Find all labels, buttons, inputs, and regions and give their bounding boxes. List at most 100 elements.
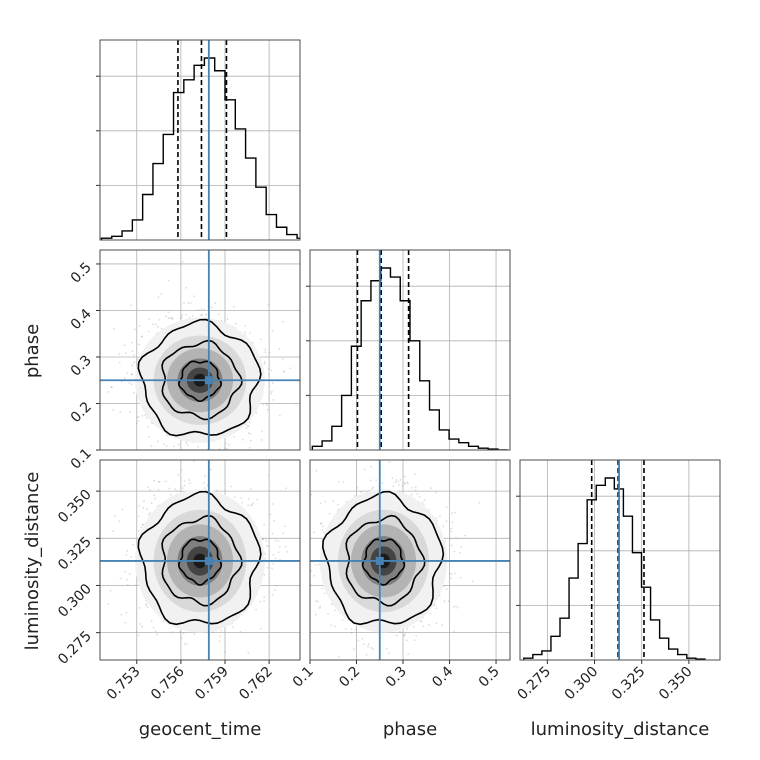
- sample-point: [118, 520, 121, 523]
- panel-border: [99, 249, 301, 451]
- sample-point: [164, 480, 167, 483]
- sample-point: [142, 507, 145, 509]
- sample-point: [452, 605, 455, 608]
- sample-point: [158, 481, 161, 483]
- sample-point: [271, 390, 273, 393]
- sample-point: [204, 487, 206, 490]
- panel-border: [99, 39, 301, 241]
- sample-point: [275, 584, 277, 587]
- sample-point: [185, 286, 187, 289]
- sample-point: [274, 539, 277, 542]
- sample-point: [323, 531, 325, 534]
- sample-point: [216, 489, 218, 492]
- sample-point: [341, 618, 344, 621]
- sample-point: [179, 317, 182, 320]
- sample-point: [435, 622, 438, 625]
- sample-point: [168, 487, 171, 490]
- sample-point: [163, 443, 166, 446]
- sample-point: [167, 279, 170, 282]
- sample-point: [327, 612, 330, 615]
- sample-point: [289, 367, 292, 370]
- sample-point: [430, 487, 432, 490]
- sample-point: [350, 632, 353, 634]
- sample-point: [324, 500, 326, 503]
- sample-point: [262, 403, 265, 406]
- sample-point: [255, 608, 257, 611]
- sample-point: [281, 320, 284, 323]
- sample-point: [132, 354, 135, 357]
- panel-border: [519, 459, 721, 661]
- sample-point: [226, 447, 229, 450]
- sample-point: [450, 573, 453, 576]
- sample-point: [153, 479, 155, 482]
- sample-point: [445, 588, 448, 591]
- sample-point: [160, 293, 163, 295]
- sample-point: [365, 654, 368, 656]
- sample-point: [395, 479, 398, 481]
- sample-point: [180, 637, 183, 640]
- sample-point: [149, 489, 152, 491]
- xlabel-phase: phase: [383, 719, 437, 740]
- sample-point: [397, 480, 400, 483]
- sample-point: [321, 528, 324, 531]
- sample-point: [354, 628, 357, 631]
- sample-point: [182, 632, 185, 635]
- sample-point: [233, 435, 235, 438]
- sample-point: [158, 318, 161, 321]
- sample-point: [403, 475, 406, 478]
- sample-point: [454, 511, 457, 514]
- sample-point: [333, 609, 336, 612]
- sample-point: [148, 435, 150, 438]
- sample-point: [150, 445, 153, 448]
- sample-point: [137, 416, 140, 419]
- sample-point: [251, 503, 254, 506]
- sample-point: [357, 639, 360, 642]
- sample-point: [157, 440, 159, 443]
- sample-point: [174, 488, 177, 490]
- sample-point: [272, 399, 275, 401]
- sample-point: [284, 525, 286, 528]
- sample-point: [278, 546, 281, 548]
- sample-point: [264, 348, 267, 351]
- sample-point: [464, 534, 466, 537]
- sample-point: [363, 468, 366, 471]
- sample-point: [131, 350, 134, 353]
- sample-point: [119, 577, 122, 580]
- sample-point: [410, 493, 413, 496]
- sample-point: [185, 313, 187, 316]
- sample-point: [266, 408, 269, 411]
- xlabel-luminosity-distance: luminosity_distance: [531, 719, 710, 740]
- sample-point: [447, 600, 450, 603]
- panel-luminosity_distance_vs_geocent_time: [99, 459, 301, 661]
- sample-point: [314, 600, 317, 603]
- sample-point: [196, 309, 198, 312]
- sample-point: [178, 631, 181, 633]
- sample-point: [272, 562, 275, 565]
- sample-point: [315, 469, 318, 472]
- sample-point: [367, 643, 370, 645]
- sample-point: [188, 479, 191, 481]
- sample-point: [112, 327, 115, 330]
- sample-point: [338, 480, 340, 483]
- sample-point: [267, 545, 270, 548]
- sample-point: [166, 434, 168, 437]
- sample-point: [130, 341, 133, 344]
- sample-point: [126, 550, 129, 552]
- sample-point: [188, 482, 191, 485]
- sample-point: [407, 653, 410, 656]
- sample-point: [170, 493, 172, 496]
- sample-point: [435, 517, 438, 520]
- sample-point: [414, 486, 417, 489]
- sample-point: [453, 550, 456, 553]
- sample-point: [314, 564, 317, 567]
- sample-point: [112, 409, 115, 411]
- sample-point: [264, 552, 267, 555]
- sample-point: [247, 425, 250, 427]
- sample-point: [274, 557, 277, 560]
- sample-point: [277, 551, 280, 554]
- sample-point: [162, 620, 165, 623]
- sample-point: [240, 497, 243, 499]
- sample-point: [399, 478, 402, 481]
- sample-point: [320, 522, 323, 525]
